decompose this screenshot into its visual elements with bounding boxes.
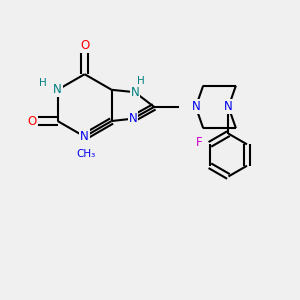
Text: N: N — [53, 83, 62, 96]
Text: N: N — [129, 112, 137, 125]
Text: H: H — [137, 76, 145, 86]
Text: CH₃: CH₃ — [76, 149, 96, 159]
Text: N: N — [80, 130, 89, 143]
Text: N: N — [224, 100, 233, 113]
Text: N: N — [130, 86, 139, 99]
Text: O: O — [80, 40, 89, 52]
Text: H: H — [39, 78, 47, 88]
Text: F: F — [196, 136, 203, 149]
Text: O: O — [28, 115, 37, 128]
Text: N: N — [191, 100, 200, 113]
